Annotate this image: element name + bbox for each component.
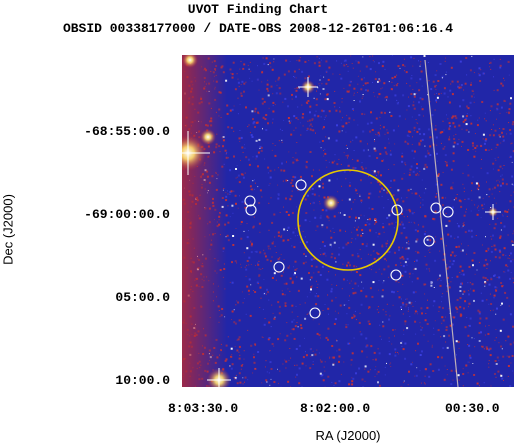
bright-star [182, 55, 198, 68]
source-markers [244, 179, 454, 319]
x-tick-label: 00:30.0 [445, 401, 500, 416]
source-marker [442, 206, 454, 218]
sky-background [182, 55, 514, 387]
y-tick-label: 05:00.0 [115, 290, 170, 305]
source-marker [295, 179, 307, 191]
source-marker [309, 307, 321, 319]
bright-star [323, 195, 339, 211]
source-marker [273, 261, 285, 273]
y-axis-label: Dec (J2000) [0, 194, 16, 265]
bright-stars [182, 55, 501, 387]
chart-title: UVOT Finding Chart [187, 2, 329, 17]
source-marker [430, 202, 442, 214]
x-tick-label: 8:03:30.0 [168, 401, 239, 416]
y-tick-label: -69:00:00.0 [84, 207, 170, 222]
finding-chart-image [182, 55, 514, 387]
source-marker [244, 195, 256, 207]
x-axis-label: RA (J2000) [315, 428, 381, 443]
x-tick-label: 8:02:00.0 [300, 401, 371, 416]
y-tick-label: 10:00.0 [115, 373, 170, 388]
source-marker [390, 269, 402, 281]
satellite-trail [424, 59, 459, 387]
chart-subtitle: OBSID 00338177000 / DATE-OBS 2008-12-26T… [62, 21, 454, 36]
edge-glow [182, 55, 227, 387]
bright-star [200, 129, 216, 145]
source-marker [391, 204, 403, 216]
source-marker [245, 204, 257, 216]
y-tick-label: -68:55:00.0 [84, 124, 170, 139]
error-circle [297, 169, 399, 271]
source-marker [423, 235, 435, 247]
